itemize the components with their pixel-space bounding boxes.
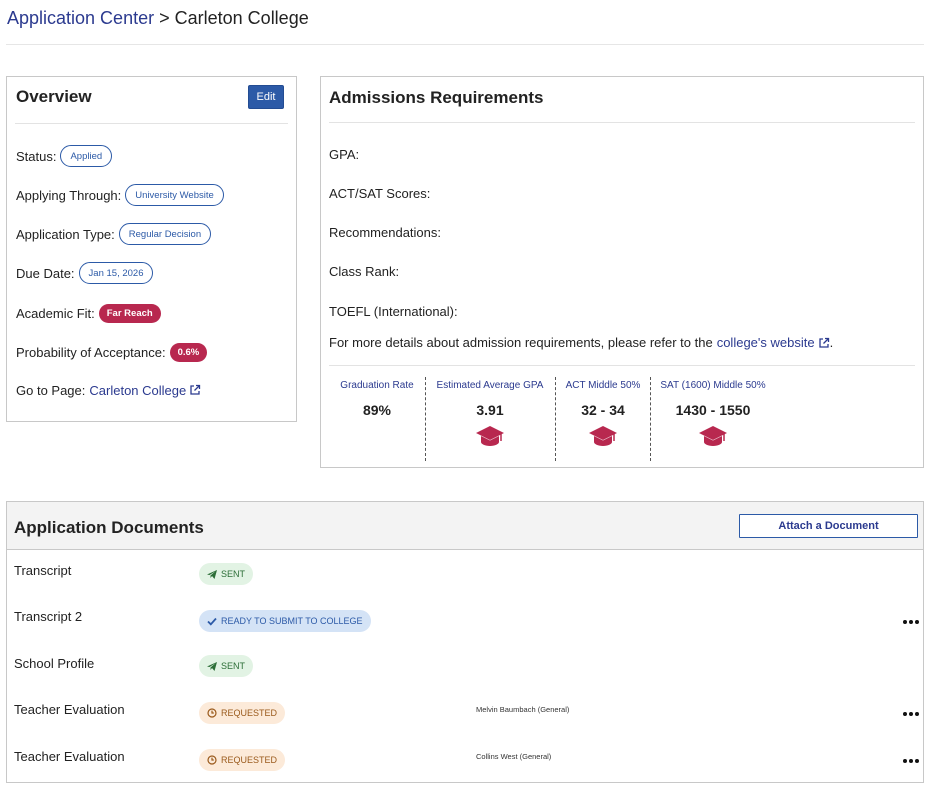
admissions-title: Admissions Requirements	[329, 88, 544, 107]
college-website-link[interactable]: college's website	[717, 335, 830, 350]
college-website-link-text: college's website	[716, 335, 815, 350]
graduation-cap-icon	[699, 426, 727, 446]
application-type-row: Application Type: Regular Decision	[16, 222, 212, 246]
gpa-label: GPA:	[329, 147, 360, 162]
admissions-note-end: .	[829, 335, 834, 350]
document-name: Teacher Evaluation	[14, 702, 125, 717]
document-name: Transcript 2	[14, 609, 83, 624]
overview-title: Overview	[16, 87, 92, 106]
status-badge: SENT	[199, 655, 254, 677]
toefl-label: TOEFL (International):	[329, 304, 458, 319]
more-options-icon[interactable]	[903, 618, 919, 626]
document-row: School Profile SENT	[7, 655, 923, 686]
stat-sat-middle: SAT (1600) Middle 50% 1430 - 1550	[652, 371, 774, 461]
overview-panel: Overview Edit Status: Applied Applying T…	[6, 76, 297, 422]
graduation-cap-icon	[476, 426, 504, 446]
go-to-page-label: Go to Page:	[16, 382, 86, 398]
recipient-name: Melvin Baumbach (General)	[476, 705, 570, 714]
status-label: Status:	[16, 148, 57, 164]
status-pill[interactable]: Applied	[60, 145, 113, 167]
due-date-row: Due Date: Jan 15, 2026	[16, 261, 154, 285]
documents-header: Application Documents Attach a Document	[7, 502, 923, 550]
stats-divider	[329, 365, 915, 366]
attach-document-button[interactable]: Attach a Document	[739, 514, 918, 538]
clock-icon	[207, 708, 217, 718]
due-date-pill[interactable]: Jan 15, 2026	[78, 262, 154, 284]
stat-estimated-gpa: Estimated Average GPA 3.91	[427, 371, 553, 461]
status-text: SENT	[221, 661, 246, 671]
status-text: SENT	[221, 569, 246, 579]
academic-fit-label: Academic Fit:	[16, 305, 95, 321]
paper-plane-icon	[207, 569, 217, 579]
status-badge: REQUESTED	[199, 749, 286, 771]
breadcrumb-current: Carleton College	[174, 8, 309, 28]
document-row: Teacher Evaluation REQUESTED Collins Wes…	[7, 749, 923, 779]
document-row: Transcript SENT	[7, 563, 923, 593]
stat-divider	[425, 377, 426, 461]
college-page-link-text: Carleton College	[89, 382, 187, 398]
academic-fit-row: Academic Fit: Far Reach	[16, 301, 161, 325]
check-icon	[207, 617, 217, 626]
status-text: READY TO SUBMIT TO COLLEGE	[221, 616, 363, 626]
probability-badge: 0.6%	[169, 342, 208, 362]
breadcrumb-separator: >	[159, 8, 170, 28]
stat-act-middle: ACT Middle 50% 32 - 34	[557, 371, 649, 461]
admissions-divider	[329, 122, 915, 123]
academic-fit-badge: Far Reach	[98, 303, 161, 323]
application-type-label: Application Type:	[16, 226, 115, 242]
college-page-link[interactable]: Carleton College	[89, 383, 201, 398]
probability-row: Probability of Acceptance: 0.6%	[16, 340, 208, 364]
breadcrumb-application-center-link[interactable]: Application Center	[7, 8, 155, 28]
stat-value: 3.91	[476, 402, 504, 418]
breadcrumb: Application Center > Carleton College	[7, 7, 309, 29]
scores-label: ACT/SAT Scores:	[329, 186, 431, 201]
recipient-name: Collins West (General)	[476, 752, 552, 761]
applying-through-row: Applying Through: University Website	[16, 183, 224, 207]
status-badge: READY TO SUBMIT TO COLLEGE	[199, 610, 371, 632]
documents-title: Application Documents	[14, 518, 204, 537]
stat-label: Estimated Average GPA	[436, 380, 544, 391]
stat-value: 1430 - 1550	[675, 402, 751, 418]
applying-through-pill[interactable]: University Website	[125, 184, 224, 206]
document-name: Transcript	[14, 563, 72, 578]
paper-plane-icon	[207, 661, 217, 671]
more-options-icon[interactable]	[903, 710, 919, 718]
applying-through-label: Applying Through:	[16, 187, 122, 203]
go-to-page-row: Go to Page: Carleton College	[16, 378, 201, 402]
document-name: Teacher Evaluation	[14, 749, 125, 764]
status-text: REQUESTED	[221, 755, 278, 765]
application-type-pill[interactable]: Regular Decision	[118, 223, 212, 245]
document-row: Transcript 2 READY TO SUBMIT TO COLLEGE	[7, 609, 923, 639]
admissions-note: For more details about admission require…	[329, 335, 833, 350]
admissions-note-text: For more details about admission require…	[329, 335, 713, 350]
document-row: Teacher Evaluation REQUESTED Melvin Baum…	[7, 702, 923, 732]
admissions-requirements-panel: Admissions Requirements GPA: ACT/SAT Sco…	[320, 76, 924, 468]
document-name: School Profile	[14, 656, 95, 671]
stat-label: SAT (1600) Middle 50%	[660, 380, 766, 391]
application-documents-panel: Application Documents Attach a Document …	[6, 501, 924, 783]
status-text: REQUESTED	[221, 708, 278, 718]
stat-label: Graduation Rate	[340, 380, 414, 391]
overview-divider	[15, 123, 288, 124]
status-badge: SENT	[199, 563, 254, 585]
edit-button[interactable]: Edit	[248, 85, 284, 109]
recommendations-label: Recommendations:	[329, 225, 441, 240]
status-row: Status: Applied	[16, 144, 113, 168]
clock-icon	[207, 755, 217, 765]
more-options-icon[interactable]	[903, 757, 919, 765]
stat-graduation-rate: Graduation Rate 89%	[331, 371, 423, 461]
probability-label: Probability of Acceptance:	[16, 344, 166, 360]
stat-divider	[650, 377, 651, 461]
external-link-icon	[818, 337, 829, 348]
stat-label: ACT Middle 50%	[565, 380, 641, 391]
stat-value: 32 - 34	[581, 402, 625, 418]
stat-value: 89%	[362, 402, 392, 418]
due-date-label: Due Date:	[16, 265, 75, 281]
graduation-cap-icon	[589, 426, 617, 446]
class-rank-label: Class Rank:	[329, 264, 400, 279]
status-badge: REQUESTED	[199, 702, 286, 724]
stat-divider	[555, 377, 556, 461]
header-divider	[6, 44, 924, 45]
external-link-icon	[190, 384, 201, 395]
